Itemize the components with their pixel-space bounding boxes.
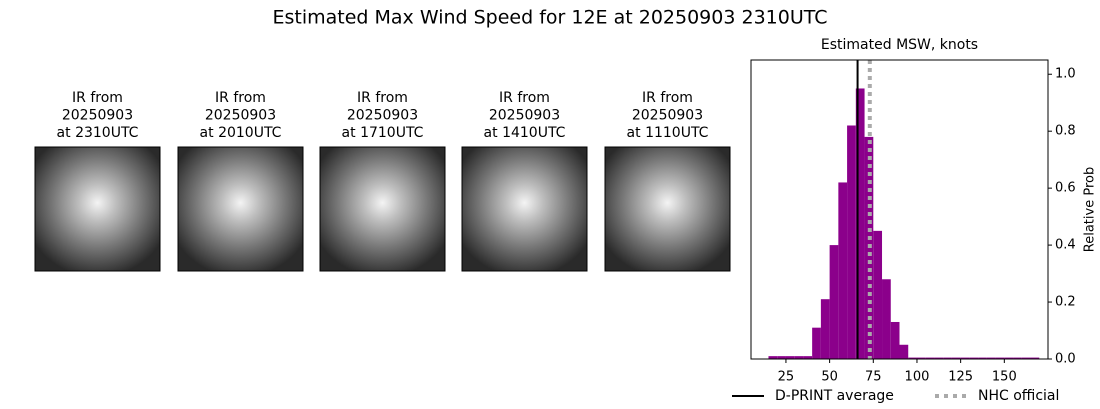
bar [969,357,979,359]
x-tick-label: 100 [905,370,930,385]
figure-title: Estimated Max Wind Speed for 12E at 2025… [272,7,827,29]
panel-title: at 1410UTC [484,125,566,141]
bar [951,357,961,359]
ir-image [34,146,161,272]
x-tick-label: 75 [865,370,882,385]
legend-label: D-PRINT average [775,388,894,404]
bar [899,344,909,359]
bar [925,357,935,359]
bar [829,245,839,359]
y-tick-label: 0.8 [1055,124,1076,139]
y-tick-label: 0.6 [1055,181,1076,196]
bar [803,356,813,359]
panel-title: at 2310UTC [57,125,139,141]
legend-label: NHC official [978,388,1059,404]
x-tick-label: 50 [821,370,838,385]
ir-image [319,146,446,272]
panel-title: IR from [215,90,266,106]
panel-title: at 1710UTC [342,125,424,141]
ir-image [461,146,588,272]
panel-title: 20250903 [205,108,276,124]
bar [1030,357,1040,359]
panel-title: at 2010UTC [200,125,282,141]
chart-title: Estimated MSW, knots [821,37,978,53]
y-tick-label: 0.2 [1055,295,1076,310]
bar [916,357,926,359]
ir-image [177,146,304,272]
bar [1013,357,1022,359]
bar [934,357,944,359]
plot-frame [750,59,1049,360]
bar [820,299,830,359]
panel-title: 20250903 [489,108,560,124]
x-tick-label: 25 [778,370,795,385]
bar [1021,357,1031,359]
panel-title: at 1110UTC [627,125,709,141]
bar [1004,357,1014,359]
bar [890,321,900,359]
bar [882,279,891,359]
bar [794,356,804,359]
bar [943,357,952,359]
panel-title: 20250903 [62,108,133,124]
bar [995,357,1005,359]
x-tick-label: 125 [948,370,973,385]
panel-title: IR from [72,90,123,106]
panel-title: 20250903 [632,108,703,124]
bar [768,356,778,359]
y-tick-label: 1.0 [1055,67,1076,82]
bar [978,357,987,359]
panel-title: 20250903 [347,108,418,124]
bar [812,327,821,359]
panel-title: IR from [499,90,550,106]
bar [960,357,970,359]
bar [785,356,795,359]
bar [777,356,786,359]
bar [838,182,848,359]
bar [986,357,996,359]
ir-image [604,146,731,272]
bar [855,88,865,359]
panel-title: IR from [357,90,408,106]
bar [908,357,917,359]
y-tick-label: 0.0 [1055,352,1076,367]
x-tick-label: 150 [992,370,1017,385]
bar [873,230,883,359]
panel-title: IR from [642,90,693,106]
y-tick-label: 0.4 [1055,238,1076,253]
bar [847,125,856,359]
y-axis-label: Relative Prob [1083,167,1098,252]
